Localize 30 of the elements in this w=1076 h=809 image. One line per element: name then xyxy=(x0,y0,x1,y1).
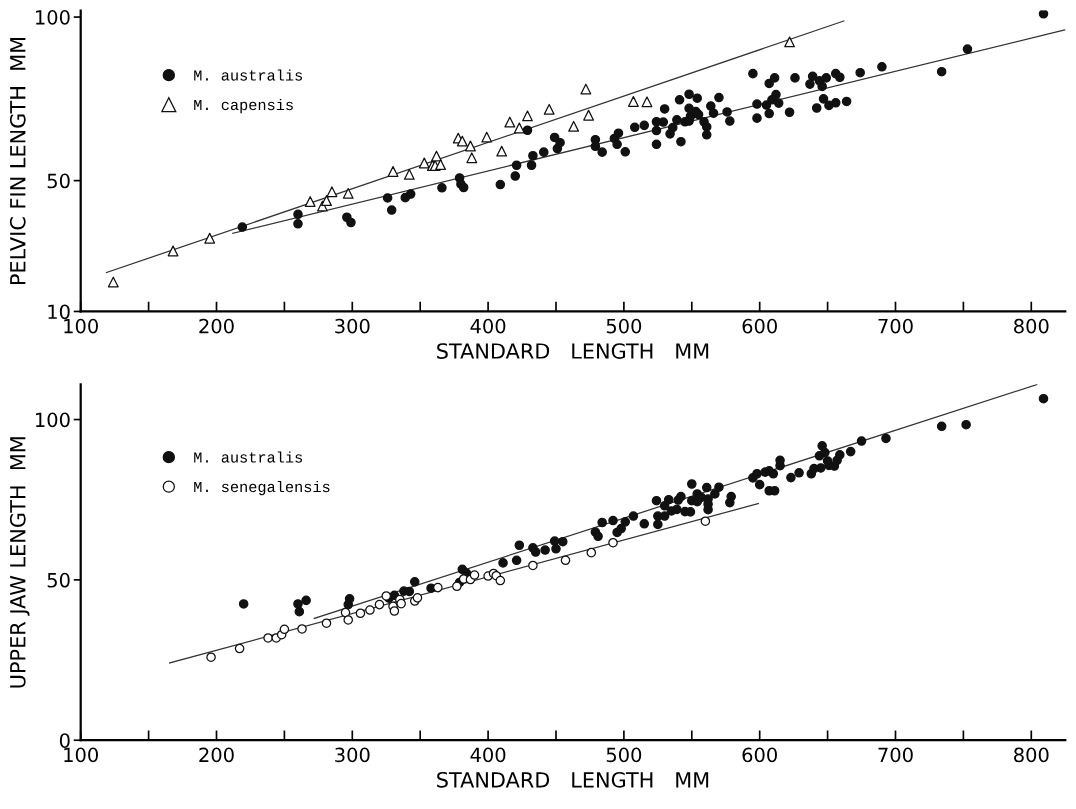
x-tick-label: 400 xyxy=(470,318,506,334)
legend-label: M. australis xyxy=(194,451,302,463)
x-tick-label: 100 xyxy=(64,318,98,334)
legend-label: M. capensis xyxy=(194,98,293,114)
x-tick-label: 700 xyxy=(878,747,913,763)
x-tick-label: 300 xyxy=(335,747,370,763)
x-tick-label: 300 xyxy=(335,318,370,334)
y-tick-label: 100 xyxy=(36,412,70,428)
legend-label: M. australis xyxy=(194,69,302,81)
x-tick-label: 200 xyxy=(199,747,234,763)
x-tick-label: 800 xyxy=(1014,318,1049,334)
x-axis-title: STANDARD LENGTH MM xyxy=(437,771,709,788)
x-tick-label: 500 xyxy=(606,747,642,763)
y-tick-label: 100 xyxy=(36,10,70,25)
x-axis-title: STANDARD LENGTH MM xyxy=(437,343,709,359)
x-tick-label: 100 xyxy=(64,747,98,763)
x-tick-label: 800 xyxy=(1014,747,1049,763)
y-tick-label: 50 xyxy=(47,572,70,588)
x-tick-label: 700 xyxy=(878,318,913,334)
y-tick-label: 50 xyxy=(47,173,70,189)
y-axis-title: PELVIC FIN LENGTH MM xyxy=(9,37,26,285)
y-axis-title: UPPER JAW LENGTH MM xyxy=(9,437,30,688)
x-tick-label: 600 xyxy=(742,747,777,763)
x-tick-label: 200 xyxy=(199,318,234,334)
x-tick-label: 500 xyxy=(606,318,642,334)
y-tick-label: 0 xyxy=(59,733,70,748)
y-tick-label: 10 xyxy=(48,304,70,320)
legend-label: M. senegalensis xyxy=(194,480,330,496)
x-tick-label: 600 xyxy=(742,318,777,334)
x-tick-label: 400 xyxy=(470,747,506,763)
